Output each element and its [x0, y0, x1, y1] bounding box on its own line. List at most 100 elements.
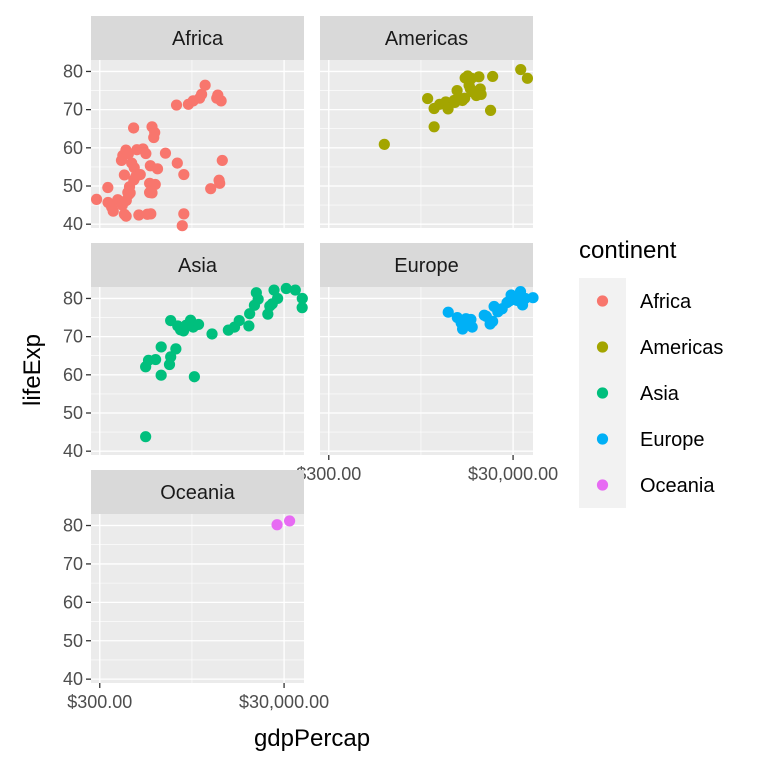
facet-europe-point — [466, 321, 478, 333]
facet-europe-x-tick-label: $30,000.00 — [468, 464, 558, 484]
facet-europe-x-tick-label: $300.00 — [296, 464, 361, 484]
legend-key-africa — [596, 295, 609, 307]
facet-africa-point — [107, 205, 119, 217]
facet-africa-strip-label: Africa — [172, 28, 224, 50]
facet-oceania-y-tick-label: 60 — [63, 592, 83, 612]
facet-oceania-y-tick-label: 80 — [63, 516, 83, 536]
facet-africa-point — [133, 209, 145, 221]
legend-label-asia: Asia — [640, 383, 680, 405]
facet-africa-y-tick-label: 40 — [63, 214, 83, 234]
facet-asia-point — [206, 328, 218, 340]
facet-africa-y-tick-label: 50 — [63, 176, 83, 196]
facet-africa-point — [214, 177, 226, 189]
facet-oceania: Oceania 40 50 60 70 80 $300.00 $30,000.00 — [63, 470, 329, 712]
facet-oceania-panel-background — [91, 514, 304, 683]
facet-americas-point — [515, 63, 527, 76]
facet-americas-point — [473, 71, 485, 83]
facet-europe-point — [487, 315, 499, 327]
facet-africa-point — [178, 208, 190, 220]
facet-asia-point — [233, 315, 245, 327]
facet-americas-point — [451, 84, 463, 97]
facet-americas-point — [422, 92, 434, 105]
facet-africa-point — [216, 154, 228, 167]
facet-asia-point — [165, 351, 177, 363]
legend-key-oceania — [596, 479, 609, 491]
facet-africa: Africa 40 50 60 70 80 — [63, 16, 304, 234]
facet-oceania-y-tick-label: 50 — [63, 631, 83, 651]
legend-key-americas — [596, 341, 609, 353]
facet-europe-point — [442, 306, 454, 318]
legend-entry-africa: Africa — [596, 291, 692, 313]
facet-africa-y-tick-label: 80 — [63, 61, 83, 81]
facet-africa-point — [196, 88, 208, 100]
facet-africa-point — [143, 186, 156, 199]
facet-americas: Americas — [320, 16, 534, 228]
facet-africa-strip — [91, 16, 304, 60]
facet-americas-point — [459, 92, 471, 104]
facet-asia-point — [150, 353, 162, 366]
facet-europe: Europe $300.00 $30,000.00 — [296, 243, 558, 484]
legend-entry-americas: Americas — [596, 337, 723, 359]
legend: continent Africa Americas Asia Europe Oceani… — [579, 237, 723, 508]
facet-oceania-y-tick-label: 40 — [63, 669, 83, 689]
facet-africa-point — [120, 210, 132, 222]
facet-africa-point — [140, 147, 152, 160]
facet-asia-point — [280, 282, 292, 295]
legend-entry-europe: Europe — [596, 429, 705, 451]
facet-asia-point — [250, 287, 262, 299]
facet-asia-strip-label: Asia — [178, 255, 218, 277]
legend-key-asia — [596, 387, 609, 399]
legend-title: continent — [579, 237, 677, 264]
legend-label-americas: Americas — [640, 337, 723, 359]
facet-africa-point — [205, 183, 217, 195]
facet-africa-point — [151, 163, 164, 175]
facet-europe-point — [527, 292, 539, 304]
facet-africa-point — [118, 169, 130, 181]
facet-asia-point — [244, 308, 256, 320]
facet-asia-point — [243, 320, 255, 332]
facet-asia-point — [296, 292, 308, 305]
facet-americas-point — [475, 88, 487, 100]
facet-africa-point — [145, 208, 157, 220]
facet-africa-y-tick-label: 70 — [63, 100, 83, 120]
facet-africa-point — [170, 99, 183, 111]
facet-africa-point — [90, 193, 103, 205]
facet-americas-point — [378, 138, 390, 150]
legend-label-oceania: Oceania — [640, 475, 715, 497]
facet-africa-point — [102, 181, 114, 194]
facet-panels: Africa 40 50 60 70 80 Americas Asia 40 50 60 70 80 Eu… — [63, 16, 558, 712]
facet-americas-point — [428, 121, 440, 133]
facet-africa-point — [159, 147, 172, 159]
facet-africa-point — [199, 79, 211, 91]
facet-oceania-strip-label: Oceania — [160, 482, 235, 504]
facet-asia-point — [170, 343, 182, 355]
facet-asia-y-tick-label: 70 — [63, 327, 83, 347]
facet-oceania-point — [283, 515, 296, 527]
facet-asia-point — [268, 284, 280, 296]
legend-entry-oceania: Oceania — [596, 475, 715, 497]
facet-asia: Asia 40 50 60 70 80 — [63, 243, 308, 461]
facet-asia-point — [296, 302, 308, 314]
facet-asia-y-tick-label: 50 — [63, 403, 83, 423]
facet-americas-point — [487, 70, 499, 83]
facet-americas-point — [521, 72, 534, 84]
y-axis-title: lifeExp — [19, 334, 46, 406]
facet-africa-point — [215, 95, 227, 107]
facet-africa-point — [148, 131, 160, 144]
facet-africa-point — [128, 122, 140, 134]
facet-asia-point — [289, 284, 301, 296]
facet-americas-point — [484, 104, 497, 116]
facet-africa-point — [176, 220, 188, 232]
facet-asia-point — [155, 341, 167, 353]
facet-asia-point — [272, 292, 284, 305]
facet-africa-point — [149, 178, 161, 191]
facet-asia-strip — [91, 243, 304, 287]
facet-asia-point — [192, 318, 205, 331]
facet-oceania-x-tick-label: $30,000.00 — [239, 692, 329, 712]
facet-asia-point — [188, 371, 200, 383]
legend-key-europe — [596, 433, 609, 445]
facet-oceania-y-tick-label: 70 — [63, 554, 83, 574]
facet-asia-y-tick-label: 60 — [63, 365, 83, 385]
facet-asia-y-tick-label: 40 — [63, 441, 83, 461]
